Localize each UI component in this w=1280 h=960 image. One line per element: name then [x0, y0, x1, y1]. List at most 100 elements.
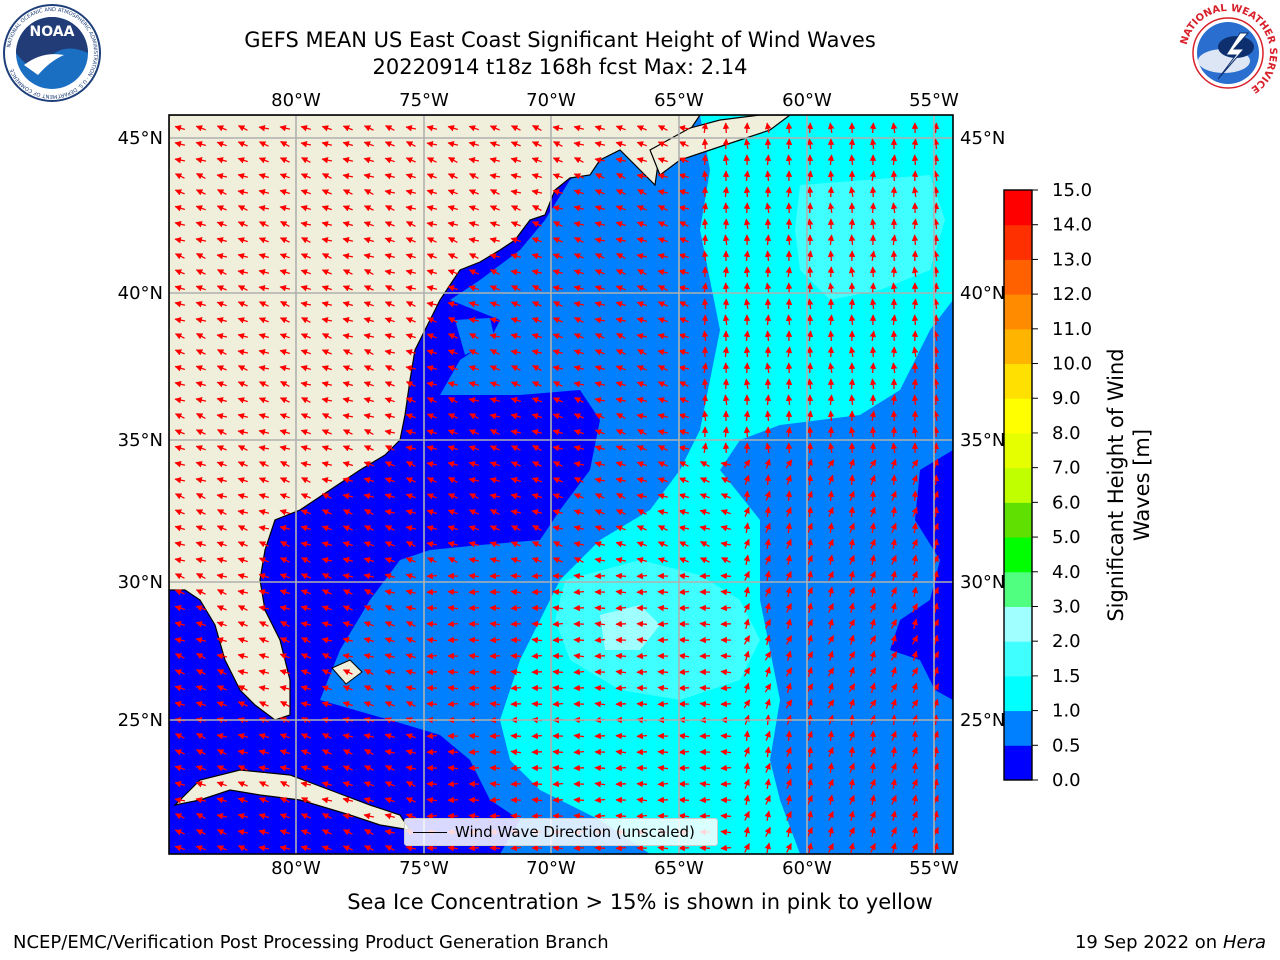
wind-wave-arrow [468, 316, 480, 324]
wind-wave-arrow [300, 205, 311, 212]
wind-wave-arrow [489, 636, 501, 644]
wind-wave-arrow [301, 317, 311, 324]
wind-wave-arrow [321, 189, 332, 196]
wind-wave-arrow [174, 285, 185, 292]
wind-wave-arrow [890, 234, 898, 246]
wind-wave-arrow [553, 221, 563, 228]
wind-wave-arrow [869, 250, 877, 262]
colorbar-tick-label: 3.0 [1052, 596, 1081, 617]
wind-wave-arrow [342, 141, 353, 148]
national-weather-service-logo-icon: NATIONAL WEATHER SERVICE [1179, 3, 1278, 101]
wind-wave-arrow [720, 460, 732, 468]
wind-wave-arrow [636, 620, 648, 628]
wind-wave-arrow [447, 493, 458, 500]
wind-wave-arrow [174, 269, 185, 276]
wind-wave-arrow [785, 186, 793, 198]
wind-wave-arrow [678, 444, 690, 452]
wind-wave-arrow [573, 397, 584, 404]
wind-wave-arrow [616, 253, 626, 260]
wind-wave-arrow [237, 237, 248, 244]
wind-wave-arrow [468, 636, 480, 644]
wind-wave-arrow [258, 284, 270, 292]
wind-wave-arrow [405, 317, 416, 324]
wind-wave-arrow [280, 141, 290, 148]
wind-wave-arrow [594, 844, 606, 852]
wind-wave-arrow [932, 202, 940, 214]
wind-wave-arrow [237, 477, 248, 484]
wind-wave-arrow [764, 442, 772, 454]
wind-wave-arrow [174, 125, 185, 132]
wind-wave-arrow [196, 413, 206, 420]
wind-wave-arrow [174, 236, 186, 244]
lon-label-bottom: 75°W [399, 858, 449, 879]
wind-wave-arrow [321, 349, 332, 356]
wind-wave-arrow [405, 269, 416, 276]
wind-wave-arrow [237, 268, 249, 276]
wind-wave-arrow [552, 700, 564, 708]
wind-wave-arrow [258, 237, 269, 244]
wind-wave-arrow [405, 221, 416, 228]
wind-wave-arrow [531, 173, 542, 180]
wind-wave-arrow [300, 445, 311, 452]
wind-wave-arrow [827, 426, 835, 438]
wind-wave-arrow [657, 588, 669, 596]
wind-wave-arrow [932, 250, 940, 262]
wind-wave-arrow [637, 429, 647, 436]
wind-wave-arrow [216, 221, 227, 228]
wind-wave-arrow [195, 221, 206, 228]
wind-wave-arrow [447, 189, 458, 196]
wind-wave-arrow [573, 380, 585, 388]
wind-wave-arrow [468, 269, 479, 276]
wind-wave-arrow [678, 284, 690, 292]
wind-wave-arrow [869, 410, 877, 422]
wind-wave-arrow [489, 604, 501, 612]
wind-wave-arrow [174, 205, 185, 212]
wind-wave-arrow [722, 426, 730, 438]
wind-wave-arrow [636, 397, 647, 404]
wind-wave-arrow [573, 477, 584, 484]
wind-wave-arrow [890, 250, 898, 262]
wind-wave-arrow [573, 269, 584, 276]
wind-wave-arrow [426, 652, 438, 660]
wind-wave-arrow [468, 221, 479, 228]
wind-wave-arrow [468, 796, 480, 804]
wind-wave-arrow [426, 140, 438, 148]
wind-wave-arrow [321, 381, 332, 388]
wind-wave-arrow [405, 477, 416, 484]
wind-wave-arrow [615, 285, 626, 292]
wind-wave-arrow [594, 413, 605, 420]
wind-wave-arrow [720, 812, 732, 820]
wind-wave-arrow [300, 300, 312, 308]
wind-wave-arrow [237, 348, 249, 356]
wind-wave-arrow [531, 572, 543, 580]
wind-wave-arrow [721, 477, 731, 484]
wind-wave-arrow [489, 237, 500, 244]
wind-wave-arrow [195, 381, 206, 388]
wind-wave-arrow [764, 282, 772, 294]
wind-wave-arrow [216, 412, 228, 420]
wind-wave-arrow [469, 333, 479, 340]
noaa-logo-text: NOAA [30, 24, 75, 40]
wind-wave-arrow [258, 269, 270, 276]
wind-wave-arrow [342, 445, 353, 452]
wind-wave-arrow [342, 157, 354, 164]
wind-wave-arrow [594, 429, 605, 436]
wind-wave-arrow [405, 333, 416, 340]
wind-wave-arrow [699, 636, 711, 644]
wind-wave-arrow [764, 122, 772, 134]
wind-wave-arrow [827, 362, 835, 374]
wind-wave-arrow [195, 461, 206, 468]
wind-wave-arrow [426, 429, 437, 436]
wind-wave-arrow [321, 316, 333, 324]
wind-wave-arrow [890, 330, 898, 342]
wind-wave-arrow [300, 333, 311, 340]
wind-wave-arrow [615, 812, 627, 820]
colorbar-tick-label: 4.0 [1052, 562, 1081, 583]
wind-wave-arrow [469, 253, 479, 260]
wind-wave-arrow [678, 189, 690, 196]
wind-wave-arrow [785, 442, 793, 454]
wind-wave-arrow [932, 442, 940, 454]
wind-wave-arrow [363, 221, 374, 228]
wind-wave-arrow [174, 349, 185, 356]
wind-wave-arrow [384, 317, 395, 324]
